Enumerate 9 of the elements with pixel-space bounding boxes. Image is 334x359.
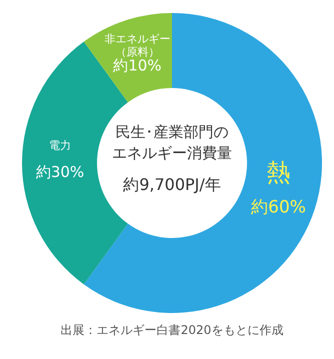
slice-label: 電力 xyxy=(49,139,71,152)
slice-label: 熱 xyxy=(266,158,291,187)
text: 約9,700PJ/年 xyxy=(123,175,221,194)
data-label: 約10% xyxy=(113,56,162,74)
data-label: 約60% xyxy=(251,198,306,218)
text: 民生･産業部門のエネルギー消費量 xyxy=(112,123,232,162)
data-label: 約30% xyxy=(36,163,84,181)
text: 出展：エネルギー白書2020をもとに作成 xyxy=(60,323,284,337)
slice-label: 非エネルギー（原料） xyxy=(104,32,170,58)
